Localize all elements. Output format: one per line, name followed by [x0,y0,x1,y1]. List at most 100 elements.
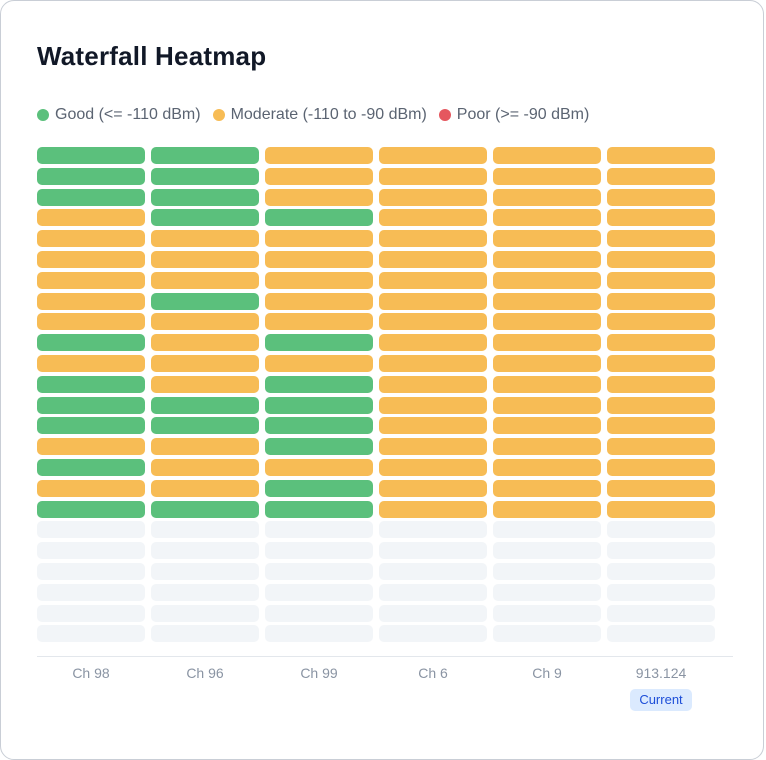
heatmap-cell-moderate [379,375,487,393]
heatmap-cell-moderate [493,271,601,289]
heatmap-row [37,188,715,206]
heatmap-row [37,167,715,185]
heatmap-cell-moderate [607,230,715,248]
heatmap-cell-empty [37,625,145,643]
heatmap-cell-empty [265,521,373,539]
column-label: Ch 98 [72,665,110,681]
heatmap-cell-good [265,417,373,435]
heatmap-cell-moderate [493,438,601,456]
heatmap-cell-moderate [607,354,715,372]
heatmap-cell-empty [151,521,259,539]
heatmap-cell-empty [493,583,601,601]
column-label: Ch 6 [418,665,448,681]
heatmap-cell-moderate [379,500,487,518]
heatmap-cell-moderate [379,396,487,414]
current-badge: Current [630,689,692,711]
heatmap-cell-empty [37,583,145,601]
heatmap-cell-moderate [379,147,487,164]
heatmap-cell-empty [493,625,601,643]
heatmap-cell-moderate [37,271,145,289]
heatmap-cell-empty [607,604,715,622]
heatmap-cell-good [151,167,259,185]
heatmap-cell-moderate [607,396,715,414]
heatmap-cell-moderate [151,313,259,331]
heatmap-cell-empty [37,542,145,560]
heatmap-row [37,250,715,268]
heatmap-cell-moderate [379,334,487,352]
heatmap-cell-moderate [379,167,487,185]
heatmap-cell-moderate [151,354,259,372]
heatmap-cell-moderate [607,500,715,518]
heatmap-cell-empty [607,562,715,580]
heatmap-cell-empty [379,604,487,622]
poor-dot-icon [438,109,451,121]
heatmap-cell-good [37,334,145,352]
legend: Good (<= -110 dBm) Moderate (-110 to -90… [37,106,601,124]
heatmap-cell-good [37,417,145,435]
heatmap-cell-good [265,209,373,227]
heatmap-cell-moderate [379,438,487,456]
heatmap-cell-moderate [493,313,601,331]
good-dot-icon [37,109,49,121]
heatmap-cell-moderate [607,292,715,310]
heatmap-cell-empty [379,583,487,601]
heatmap-cell-moderate [265,188,373,206]
heatmap-row [37,375,715,393]
column-label: Ch 96 [186,665,224,681]
heatmap-cell-empty [493,521,601,539]
heatmap-cell-moderate [379,354,487,372]
heatmap-cell-moderate [493,396,601,414]
heatmap-row [37,147,715,164]
heatmap-cell-empty [265,604,373,622]
column-label: Ch 9 [532,665,562,681]
heatmap-cell-empty [607,583,715,601]
heatmap-cell-moderate [37,250,145,268]
heatmap-cell-good [37,500,145,518]
heatmap-cell-moderate [607,147,715,164]
heatmap-cell-empty [37,604,145,622]
heatmap-cell-moderate [607,438,715,456]
column-labels: Ch 98 Ch 96 Ch 99 Ch 6 Ch 9 913.124 [37,665,715,681]
heatmap-row [37,438,715,456]
heatmap-cell-empty [493,542,601,560]
heatmap-cell-moderate [265,354,373,372]
heatmap-cell-moderate [493,479,601,497]
heatmap-cell-moderate [265,458,373,476]
heatmap-cell-moderate [379,250,487,268]
heatmap-cell-moderate [265,250,373,268]
heatmap-cell-good [265,334,373,352]
heatmap-cell-empty [37,562,145,580]
heatmap-cell-moderate [265,271,373,289]
heatmap-cell-moderate [607,375,715,393]
heatmap-cell-empty [379,562,487,580]
heatmap-cell-good [151,188,259,206]
heatmap-cell-empty [493,562,601,580]
heatmap-cell-moderate [379,271,487,289]
heatmap-row [37,521,715,539]
heatmap-cell-empty [151,562,259,580]
heatmap-cell-moderate [37,438,145,456]
heatmap-cell-moderate [379,230,487,248]
heatmap-cell-moderate [607,458,715,476]
heatmap-cell-moderate [379,417,487,435]
legend-item-moderate: Moderate (-110 to -90 dBm) [212,106,427,124]
heatmap-cell-empty [379,521,487,539]
heatmap-cell-good [265,500,373,518]
heatmap-row [37,209,715,227]
legend-label-moderate: Moderate (-110 to -90 dBm) [230,106,427,123]
heatmap-cell-moderate [607,250,715,268]
heatmap-cell-moderate [265,167,373,185]
legend-item-good: Good (<= -110 dBm) [37,106,201,124]
heatmap-row [37,313,715,331]
heatmap-cell-moderate [379,313,487,331]
heatmap-cell-moderate [265,313,373,331]
heatmap-cell-moderate [493,354,601,372]
heatmap-cell-empty [151,625,259,643]
heatmap-cell-moderate [379,188,487,206]
heatmap-cell-moderate [265,147,373,164]
heatmap-row [37,230,715,248]
heatmap-cell-moderate [493,417,601,435]
heatmap-cell-moderate [379,209,487,227]
heatmap-cell-good [37,458,145,476]
